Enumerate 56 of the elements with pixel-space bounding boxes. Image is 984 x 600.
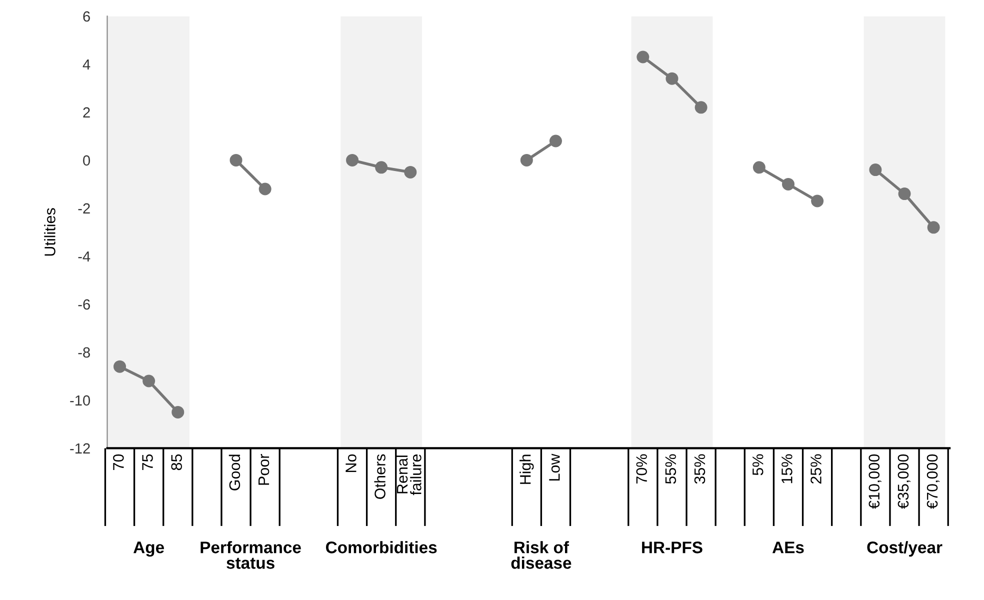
y-tick-label: -2 [78,203,90,214]
x-tick-label: Others [374,454,386,499]
x-tick-label: €10,000 [868,454,882,509]
point [927,221,940,234]
x-tick-label: Low [549,454,560,481]
x-tick-label: 85 [171,454,182,470]
x-tick-label: 70% [636,454,648,484]
x-tick-label: 5% [752,454,764,476]
point [142,374,156,388]
x-tick-label: Good [228,454,240,490]
y-tick-label: 0 [83,155,90,166]
point [666,72,678,85]
x-tick-label: 70 [113,454,124,470]
point [549,134,562,148]
x-tick-label: No [346,454,356,472]
y-tick-label: -8 [78,347,90,358]
x-tick-label: 25% [810,454,822,484]
text: AEs [772,542,804,554]
point [636,50,650,64]
point [172,406,184,418]
point [404,166,417,178]
x-tick-label: Renal failure [396,454,422,496]
point [869,164,882,176]
x-tick-label: 75 [142,454,153,470]
text: Risk of disease [511,541,572,569]
point [346,154,359,166]
x-tick-label: 55% [665,454,676,484]
text: Cost/year [867,541,942,557]
y-tick-label: 2 [83,107,90,118]
y-tick-label: 6 [83,11,90,22]
point [898,188,911,200]
text: HR-PFS [642,542,702,554]
point [520,154,533,166]
point [375,161,388,174]
x-tick-label: Poor [258,454,270,485]
y-tick-label: -6 [78,299,90,310]
x-tick-label: High [520,454,534,484]
point [114,360,126,373]
x-tick-label: 15% [782,454,792,484]
y-tick-label: -12 [70,443,90,454]
point [811,194,824,208]
text: Comorbidities [326,541,437,554]
x-tick-label: 35% [694,454,706,484]
y-axis-title: Utilities [44,208,56,256]
point [694,101,708,114]
point [782,178,794,190]
x-tick-label: €35,000 [898,454,910,509]
point [258,182,272,196]
text: Age [133,542,164,557]
y-tick-label: 4 [82,59,90,70]
point [230,154,242,166]
x-tick-label: €70,000 [926,454,940,509]
y-tick-label: -10 [70,395,90,406]
point [752,161,766,174]
text: Performance status [200,541,301,569]
y-tick-label: -4 [78,251,90,262]
